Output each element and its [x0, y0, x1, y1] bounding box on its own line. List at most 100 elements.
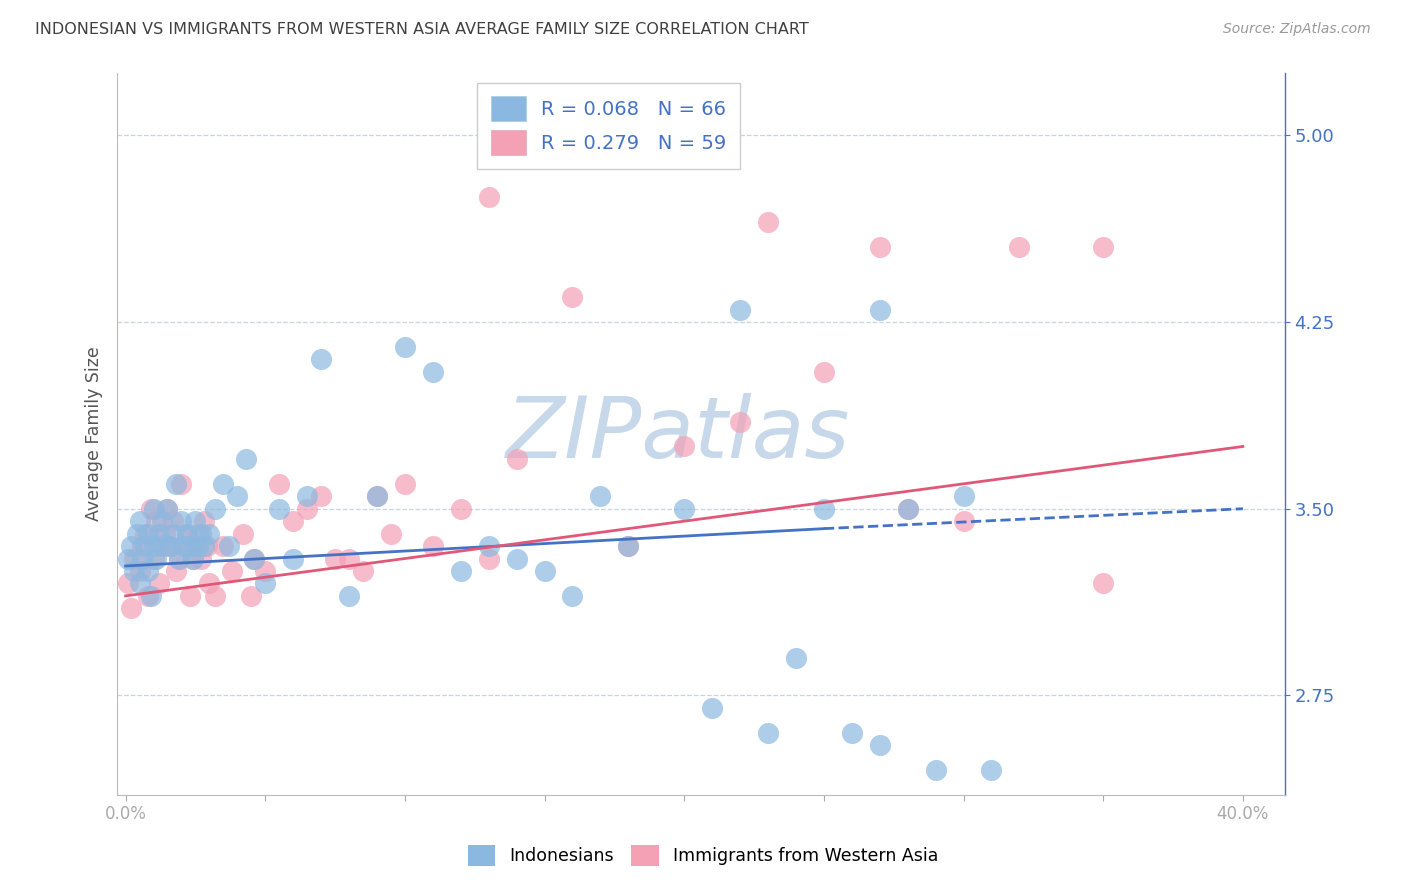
Point — [337, 551, 360, 566]
Point — [218, 539, 240, 553]
Point — [352, 564, 374, 578]
Point — [221, 564, 243, 578]
Point — [897, 501, 920, 516]
Point — [283, 551, 305, 566]
Point — [142, 539, 165, 553]
Point — [142, 501, 165, 516]
Point — [702, 701, 724, 715]
Point — [617, 539, 640, 553]
Point — [422, 365, 444, 379]
Point — [198, 576, 221, 591]
Point — [156, 501, 179, 516]
Point — [170, 514, 193, 528]
Point — [165, 564, 187, 578]
Point — [1092, 240, 1115, 254]
Point — [533, 564, 555, 578]
Point — [980, 763, 1002, 777]
Point — [869, 240, 891, 254]
Point — [159, 539, 181, 553]
Legend: Indonesians, Immigrants from Western Asia: Indonesians, Immigrants from Western Asi… — [458, 836, 948, 874]
Point — [212, 539, 235, 553]
Point — [187, 526, 209, 541]
Legend: R = 0.068   N = 66, R = 0.279   N = 59: R = 0.068 N = 66, R = 0.279 N = 59 — [477, 83, 740, 169]
Point — [394, 476, 416, 491]
Point — [162, 526, 184, 541]
Point — [309, 489, 332, 503]
Point — [673, 501, 696, 516]
Point — [323, 551, 346, 566]
Point — [139, 501, 162, 516]
Point — [243, 551, 266, 566]
Point — [869, 738, 891, 752]
Point — [1008, 240, 1031, 254]
Point — [337, 589, 360, 603]
Point — [170, 476, 193, 491]
Point — [167, 551, 190, 566]
Point — [120, 601, 142, 615]
Point — [235, 451, 257, 466]
Point — [195, 539, 218, 553]
Point — [184, 539, 207, 553]
Point — [478, 551, 501, 566]
Point — [181, 551, 204, 566]
Point — [813, 501, 835, 516]
Point — [617, 539, 640, 553]
Point — [478, 539, 501, 553]
Point — [150, 539, 173, 553]
Point — [184, 514, 207, 528]
Point — [897, 501, 920, 516]
Point — [756, 726, 779, 740]
Point — [240, 589, 263, 603]
Point — [173, 539, 195, 553]
Point — [813, 365, 835, 379]
Point — [841, 726, 863, 740]
Point — [176, 526, 198, 541]
Point — [505, 551, 527, 566]
Point — [117, 551, 139, 566]
Point — [589, 489, 612, 503]
Text: INDONESIAN VS IMMIGRANTS FROM WESTERN ASIA AVERAGE FAMILY SIZE CORRELATION CHART: INDONESIAN VS IMMIGRANTS FROM WESTERN AS… — [35, 22, 808, 37]
Point — [150, 514, 173, 528]
Point — [254, 576, 277, 591]
Point — [193, 539, 215, 553]
Point — [869, 302, 891, 317]
Point — [190, 526, 212, 541]
Point — [204, 501, 226, 516]
Point — [505, 451, 527, 466]
Point — [450, 501, 472, 516]
Point — [136, 526, 159, 541]
Point — [145, 514, 167, 528]
Point — [122, 551, 145, 566]
Point — [148, 576, 170, 591]
Point — [561, 589, 583, 603]
Point — [142, 551, 165, 566]
Point — [478, 190, 501, 204]
Point — [128, 514, 150, 528]
Point — [173, 539, 195, 553]
Point — [309, 352, 332, 367]
Point — [254, 564, 277, 578]
Point — [179, 589, 201, 603]
Point — [131, 539, 153, 553]
Point — [190, 551, 212, 566]
Point — [198, 526, 221, 541]
Point — [139, 589, 162, 603]
Point — [212, 476, 235, 491]
Point — [156, 501, 179, 516]
Point — [187, 539, 209, 553]
Point — [756, 215, 779, 229]
Point — [295, 501, 318, 516]
Point — [128, 576, 150, 591]
Point — [952, 514, 974, 528]
Point — [134, 526, 156, 541]
Y-axis label: Average Family Size: Average Family Size — [86, 347, 103, 522]
Text: ZIPatlas: ZIPatlas — [506, 392, 849, 475]
Point — [122, 564, 145, 578]
Point — [952, 489, 974, 503]
Point — [159, 539, 181, 553]
Point — [785, 651, 807, 665]
Point — [145, 551, 167, 566]
Point — [131, 551, 153, 566]
Point — [283, 514, 305, 528]
Point — [153, 539, 176, 553]
